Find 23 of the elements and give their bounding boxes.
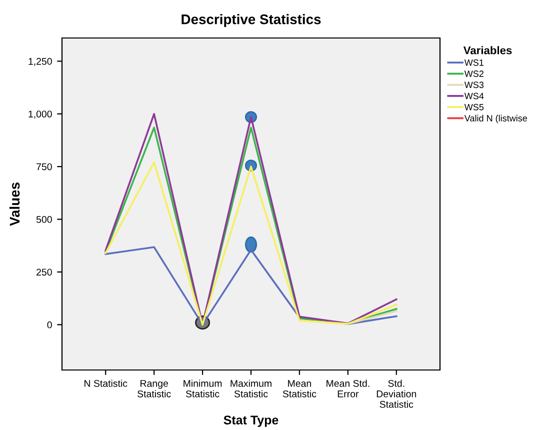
legend-label: Valid N (listwise — [464, 114, 528, 124]
legend-label: WS5 — [464, 104, 484, 110]
y-tick-label: 750 — [36, 163, 52, 170]
x-tick-label: Range Statistic — [138, 380, 171, 398]
y-tick-label: 500 — [36, 216, 52, 223]
x-tick-label: Mean Statistic — [282, 380, 316, 398]
chart-title: Descriptive Statistics — [182, 14, 321, 27]
x-tick-label: Minimum Statistic — [184, 380, 222, 398]
legend-label: WS4 — [464, 92, 484, 100]
y-tick-label: 1,250 — [28, 58, 52, 66]
y-tick-label: 1,000 — [28, 110, 52, 119]
y-tick-label: 0 — [47, 321, 52, 328]
legend-label: WS3 — [464, 82, 484, 88]
x-tick-label: Mean Std. Error — [326, 380, 370, 398]
x-axis-title: Stat Type — [224, 416, 278, 427]
x-tick-label: Std. Deviation Statistic — [376, 380, 416, 408]
y-tick-label: 250 — [36, 268, 52, 276]
legend-title: Variables — [463, 46, 512, 54]
y-axis-title: Values — [9, 182, 20, 226]
x-tick-label: N Statistic — [84, 380, 128, 387]
legend-label: WS1 — [464, 59, 484, 66]
legend-label: WS2 — [464, 70, 484, 77]
x-tick-label: Maximum Statistic — [230, 380, 272, 398]
